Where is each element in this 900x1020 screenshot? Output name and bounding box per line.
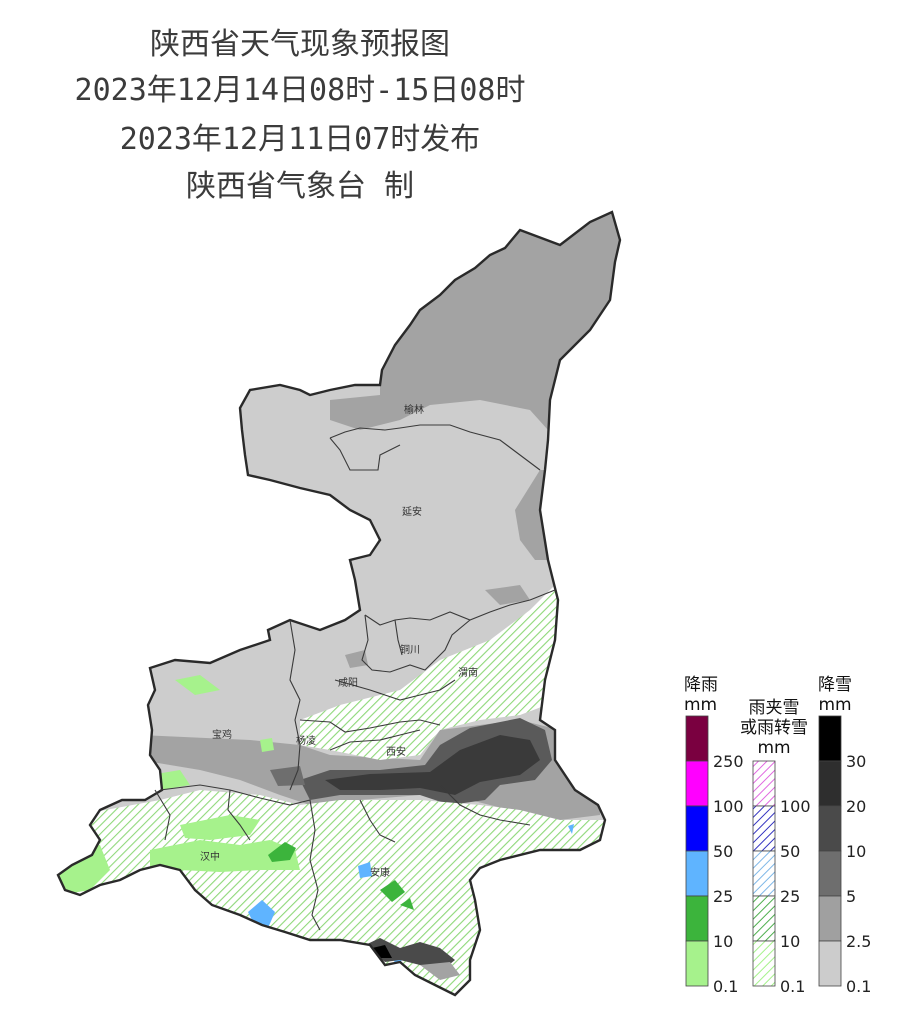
- city-label-yangling: 杨凌: [296, 734, 316, 747]
- rain-tick-50: 50: [713, 842, 734, 861]
- sleet-legend-bar: [752, 760, 776, 987]
- rain-tick-25: 25: [713, 887, 734, 906]
- snow-swatch-0.1: [818, 940, 842, 987]
- snow-legend-title-label: 降雪: [818, 675, 852, 695]
- rain-tick-0.1: 0.1: [713, 977, 739, 996]
- snow-swatch-10: [818, 805, 842, 852]
- sleet-tick-25: 25: [780, 887, 801, 906]
- city-label-xian: 西安: [386, 745, 406, 758]
- sleet-zone-south: [58, 790, 610, 995]
- city-label-xianyang: 咸阳: [338, 677, 358, 689]
- city-label-tongchuan: 铜川: [400, 644, 420, 656]
- snow-zone-south: [365, 938, 455, 972]
- city-label-weinan: 渭南: [458, 666, 478, 679]
- city-label-yanan: 延安: [402, 505, 422, 518]
- sleet-swatch-10: [752, 895, 776, 942]
- city-label-ankang: 安康: [370, 866, 390, 879]
- snow-tick-5: 5: [846, 887, 857, 906]
- forecast-period: 2023年12月14日08时-15日08时: [74, 73, 526, 108]
- sleet-legend-unit: mm: [757, 738, 791, 758]
- rain-legend-bar: [685, 715, 709, 987]
- sleet-swatch-100: [752, 760, 776, 807]
- sleet-legend-subtitle: 或雨转雪: [740, 718, 808, 738]
- sleet-swatch-50: [752, 805, 776, 852]
- snow-tick-2.5: 2.5: [846, 932, 872, 951]
- rain-swatch-100: [685, 760, 709, 807]
- snow-swatch-5: [818, 850, 842, 897]
- snow-tick-20: 20: [846, 797, 867, 816]
- city-label-hanzhong: 汉中: [200, 850, 220, 863]
- sleet-swatch-25: [752, 850, 776, 897]
- title-block: 陕西省天气现象预报图 2023年12月14日08时-15日08时 2023年12…: [0, 22, 600, 210]
- snow-tick-0.1: 0.1: [846, 977, 872, 996]
- snow-tick-10: 10: [846, 842, 867, 861]
- map-title: 陕西省天气现象预报图: [150, 27, 450, 62]
- issuer: 陕西省气象台 制: [185, 169, 415, 204]
- sleet-tick-100: 100: [780, 797, 811, 816]
- sleet-tick-0.1: 0.1: [780, 977, 806, 996]
- sleet-legend-title: 雨夹雪 或雨转雪 mm: [739, 698, 809, 758]
- sleet-tick-50: 50: [780, 842, 801, 861]
- snow-swatch-30: [818, 715, 842, 762]
- snow-legend-title: 降雪 mm: [815, 675, 855, 715]
- rain-tick-250: 250: [713, 752, 744, 771]
- rain-zone-moderate: [268, 842, 296, 862]
- rain-swatch-25: [685, 850, 709, 897]
- city-labels: 榆林 延安 铜川 咸阳 渭南 宝鸡 杨凌 西安 汉中 安康: [200, 403, 478, 879]
- rain-legend-title: 降雨 mm: [684, 675, 718, 715]
- rain-legend-unit: mm: [684, 695, 718, 715]
- rain-tick-100: 100: [713, 797, 744, 816]
- snow-legend-bar: [818, 715, 842, 987]
- city-label-baoji: 宝鸡: [212, 728, 232, 741]
- prefecture-boundaries: [154, 424, 556, 931]
- rain-swatch-50: [685, 805, 709, 852]
- rain-tick-10: 10: [713, 932, 734, 951]
- snow-tick-30: 30: [846, 752, 867, 771]
- rain-legend-title-label: 降雨: [684, 675, 718, 695]
- rain-zone-west: [58, 845, 110, 895]
- sleet-legend-title-label: 雨夹雪: [748, 698, 800, 718]
- rain-swatch-250: [685, 715, 709, 762]
- city-label-yulin: 榆林: [404, 403, 424, 416]
- snow-legend-unit: mm: [818, 695, 852, 715]
- snow-swatch-2.5: [818, 895, 842, 942]
- sleet-swatch-0.1: [752, 940, 776, 987]
- snow-swatch-20: [818, 760, 842, 807]
- rain-swatch-10: [685, 895, 709, 942]
- issue-time: 2023年12月11日07时发布: [119, 122, 481, 157]
- rain-swatch-0.1: [685, 940, 709, 987]
- sleet-tick-10: 10: [780, 932, 801, 951]
- sleet-zone-guanzhong: [300, 580, 575, 760]
